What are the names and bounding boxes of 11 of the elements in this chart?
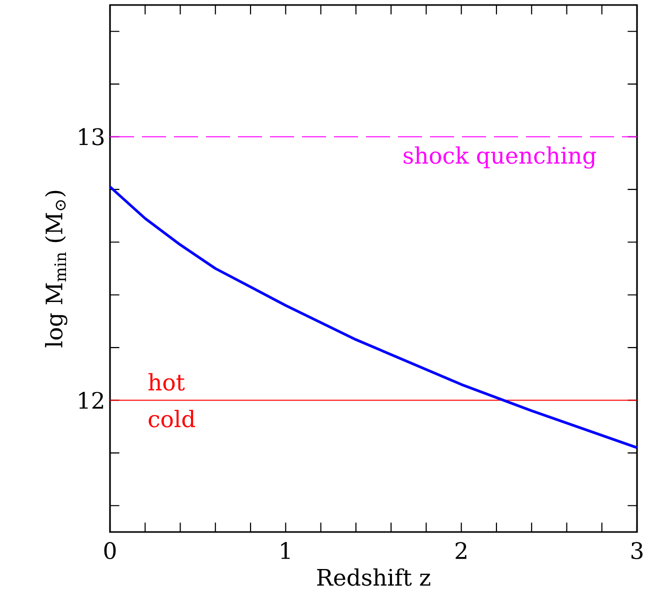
annotation: hot xyxy=(148,373,185,391)
annotation: cold xyxy=(148,410,196,428)
x-tick-label: 2 xyxy=(456,542,466,559)
x-tick-label: 1 xyxy=(281,542,290,559)
y-tick-label: 13 xyxy=(79,128,104,146)
x-tick-label: 3 xyxy=(632,542,643,560)
x-tick-label: 0 xyxy=(104,542,116,560)
y-tick-label: 12 xyxy=(79,392,104,409)
x-axis-title: Redshift z xyxy=(317,568,430,586)
ref-line-label: shock quenching xyxy=(404,146,596,169)
y-axis-title: log M$_{min}$ (M$_{⊙}$) xyxy=(45,190,68,348)
